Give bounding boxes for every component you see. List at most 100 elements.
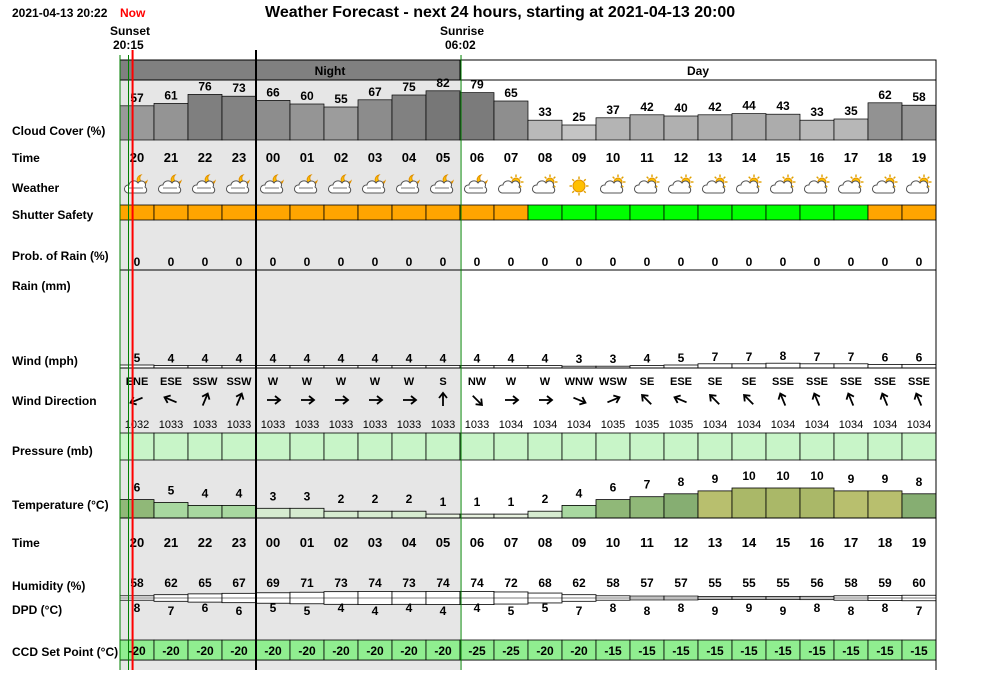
time-label: 06 xyxy=(470,150,484,165)
cloud-shape xyxy=(396,180,420,194)
shutter-safety-cell xyxy=(595,204,631,221)
temperature-label: 4 xyxy=(236,486,243,500)
ccd-label: -20 xyxy=(536,644,554,658)
dpd-label: 8 xyxy=(848,604,855,618)
ccd-label: -15 xyxy=(876,644,894,658)
arrow-head xyxy=(376,395,384,405)
time-label: 10 xyxy=(606,150,620,165)
shutter-safety-cell xyxy=(255,204,291,221)
time-label-2: 07 xyxy=(504,535,518,550)
temperature-bar xyxy=(459,513,495,519)
pressure-cell xyxy=(493,432,529,461)
time-label-2: 13 xyxy=(708,535,722,550)
sun-ray xyxy=(748,176,751,179)
sun-disc xyxy=(572,179,586,193)
arrow-head xyxy=(512,395,520,405)
temperature-bar xyxy=(697,490,733,519)
pressure-label: 1033 xyxy=(193,419,217,431)
wind-label: 5 xyxy=(134,351,141,365)
ccd-label: -20 xyxy=(434,644,452,658)
pressure-cell xyxy=(119,432,155,461)
humidity-label: 74 xyxy=(470,576,484,590)
arrow-head xyxy=(163,394,171,404)
temperature-label: 1 xyxy=(508,495,515,509)
arrow-shaft xyxy=(201,394,209,406)
dpd-label: 7 xyxy=(168,604,175,618)
humidity-label: 73 xyxy=(334,576,348,590)
wind-arrow-icon xyxy=(267,395,282,405)
shutter-safety-cell xyxy=(153,204,189,221)
temperature-bar xyxy=(119,499,155,519)
sun-ray xyxy=(893,176,896,179)
pressure-cell xyxy=(323,432,359,461)
wind-arrow-icon xyxy=(201,392,211,406)
wind-direction-label: ESE xyxy=(670,376,692,388)
partly-cloudy-icon xyxy=(804,174,830,194)
humidity-label: 57 xyxy=(674,576,688,590)
cloud-cover-label: 42 xyxy=(708,100,722,114)
wind-arrow-icon xyxy=(335,395,350,405)
pressure-label: 1035 xyxy=(669,419,693,431)
wind-label: 4 xyxy=(168,352,175,366)
pressure-label: 1033 xyxy=(363,419,387,431)
sun-ray xyxy=(825,176,828,179)
wind-arrow-icon xyxy=(879,392,889,406)
pressure-cell xyxy=(901,432,937,461)
arrow-head xyxy=(673,394,681,404)
dpd-label: 4 xyxy=(406,601,413,615)
wind-bar xyxy=(697,363,733,369)
cloudy-night-icon xyxy=(362,174,386,194)
time-label: 17 xyxy=(844,150,858,165)
arrow-shaft xyxy=(779,394,787,406)
sun-ray xyxy=(571,178,575,182)
cloud-shape xyxy=(804,180,828,194)
temperature-bar xyxy=(527,510,563,519)
pressure-cell xyxy=(289,432,325,461)
partly-cloudy-icon xyxy=(770,174,796,194)
arrow-shaft xyxy=(165,396,177,404)
temperature-label: 2 xyxy=(338,492,345,506)
cloud-cover-bar xyxy=(731,113,767,141)
wind-label: 5 xyxy=(678,351,685,365)
wind-bar xyxy=(833,363,869,369)
wind-label: 7 xyxy=(712,350,719,364)
arrow-head xyxy=(641,394,649,402)
temperature-label: 10 xyxy=(742,469,756,483)
partly-cloudy-icon xyxy=(498,174,524,194)
ccd-label: -15 xyxy=(740,644,758,658)
temperature-bar xyxy=(255,507,291,519)
temperature-bar xyxy=(765,487,801,519)
cloud-cover-label: 44 xyxy=(742,99,756,113)
wind-label: 7 xyxy=(746,350,753,364)
wind-direction-label: W xyxy=(540,376,551,388)
cloud-cover-label: 73 xyxy=(232,81,246,95)
pressure-label: 1033 xyxy=(261,419,285,431)
temperature-label: 4 xyxy=(202,486,209,500)
cloudy-night-icon xyxy=(226,174,250,194)
temperature-bar xyxy=(731,487,767,519)
sun-ray xyxy=(553,176,556,179)
pressure-label: 1033 xyxy=(431,419,455,431)
cloud-cover-bar xyxy=(153,103,189,141)
wind-direction-label: WNW xyxy=(565,376,594,388)
wind-direction-label: ESE xyxy=(160,376,182,388)
temperature-bar xyxy=(663,493,699,519)
partly-cloudy-icon xyxy=(600,174,626,194)
label-prob-rain: Prob. of Rain (%) xyxy=(12,249,109,263)
ccd-label: -15 xyxy=(910,644,928,658)
sun-ray xyxy=(782,176,785,179)
arrow-head xyxy=(410,395,418,405)
time-label: 02 xyxy=(334,150,348,165)
label-shutter-safety: Shutter Safety xyxy=(12,208,94,222)
cloud-cover-label: 43 xyxy=(776,99,790,113)
temperature-bar xyxy=(867,490,903,519)
pressure-cell xyxy=(187,432,223,461)
temperature-label: 2 xyxy=(406,492,413,506)
wind-arrow-icon xyxy=(913,392,923,406)
time-label-2: 14 xyxy=(742,535,757,550)
pressure-cell xyxy=(425,432,461,461)
wind-direction-label: S xyxy=(439,376,446,388)
now-label: Now xyxy=(120,6,146,20)
shutter-safety-cell xyxy=(833,204,869,221)
